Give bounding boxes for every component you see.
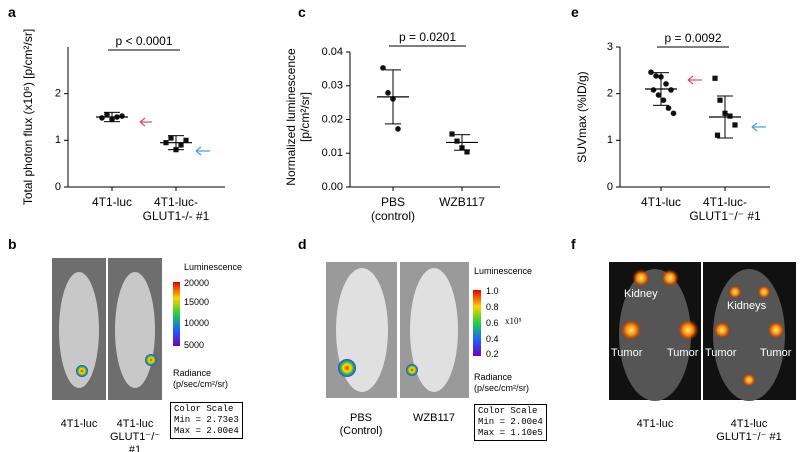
color-scale-box: Color Scale Min = 2.73e3 Max = 2.00e4 [170,402,243,439]
x-tick-label: 4T1-luc-GLUT1⁻/⁻ #1 [689,195,761,223]
bli-images-b [52,258,180,400]
y-tick-label: 2 [607,88,613,100]
data-point [663,81,669,87]
data-point [665,105,672,111]
colorbar-tick: 5000 [184,340,205,350]
data-point [104,111,110,118]
data-point [714,132,721,138]
panel-label: d [298,236,307,252]
x-tick-label: WZB117 [439,195,485,209]
colorbar-tick: 0.8 [486,302,499,312]
y-tick-label: 0.01 [322,147,343,159]
data-point [449,131,455,137]
data-point [385,90,391,96]
color-scale-line: Max = 2.00e4 [174,426,239,436]
pet-images-f [609,262,796,401]
organ-label: Kidney [624,288,658,300]
image-label: 4T1-luc [60,418,98,430]
data-point [395,126,401,132]
color-scale-line: Color Scale [174,404,234,414]
y-tick-label: 0.00 [322,181,343,193]
data-point [668,87,674,93]
panel-label: e [571,4,579,20]
y-tick-label: 0.03 [322,80,343,92]
organ-label: Tumor [667,347,699,359]
y-tick-label: 0.04 [322,46,343,58]
colorbar-unit: Radiance (p/sec/cm²/sr) [173,368,228,389]
y-tick-label: 0 [607,181,613,193]
panel-label: c [298,4,306,20]
colorbar-tick: 20000 [184,278,210,288]
data-point [717,97,723,103]
panel-label: b [8,236,17,252]
colorbar-tick: 1.0 [486,286,499,296]
colorbar-tick: 15000 [184,297,210,307]
x-tick-label: PBS (control) [370,195,415,223]
x-tick-label: 4T1-luc [91,195,132,209]
colorbar-tick: 0.6 [486,318,499,328]
data-point [670,110,677,117]
y-tick-label: 1 [55,134,61,146]
color-scale-line: Max = 1.10e5 [478,428,543,438]
data-point [660,97,667,103]
colorbar-tick: 0.2 [486,349,499,359]
colorbar-multiplier: x10⁵ [505,316,522,326]
color-scale-box: Color Scale Min = 2.00e4 Max = 1.10e5 [474,404,547,441]
colorbar-unit: Radiance (p/sec/cm²/sr) [474,372,529,393]
organ-label: Tumor [611,347,643,359]
data-point [650,87,657,93]
y-tick-label: 0.02 [322,113,343,125]
color-scale-line: Min = 2.00e4 [478,417,543,427]
image-label: 4T1-luc [636,418,674,430]
data-point [648,69,654,75]
y-tick-label: 1 [607,134,613,146]
colorbar-tick: 0.4 [486,334,499,344]
data-point [727,113,733,119]
y-tick-label: 2 [55,88,61,100]
data-point [454,138,460,144]
panel-label: f [571,236,576,252]
data-point [119,113,125,119]
x-tick-label: 4T1-luc-GLUT1-/- #1 [142,195,210,223]
data-point [464,149,470,155]
organ-label: Tumor [760,347,792,359]
data-point [380,65,386,71]
image-label: PBS (Control) [339,412,383,437]
x-tick-label: 4T1-luc [640,195,681,209]
image-label: 4T1-luc GLUT1⁻/⁻ #1 [109,418,161,452]
colorbar-title: Luminescence [474,266,533,276]
y-tick-label: 3 [607,41,613,53]
organ-label: Kidneys [727,300,767,312]
data-point [732,122,738,128]
y-axis-label: SUVmax (%ID/g) [575,71,589,163]
color-scale-line: Color Scale [478,406,538,416]
colorbar-title: Luminescence [184,262,243,272]
color-scale-line: Min = 2.73e3 [174,415,239,425]
p-value: p = 0.0201 [399,30,456,44]
data-point [655,92,662,98]
image-label: 4T1-luc GLUT1⁻/⁻ #1 [716,418,782,443]
organ-label: Tumor [705,347,737,359]
data-point [178,142,184,148]
panel-label: a [8,4,16,20]
data-point [99,115,105,121]
data-point [168,135,174,141]
p-value: p < 0.0001 [115,34,172,48]
p-value: p = 0.0092 [664,31,721,45]
y-axis-label: Total photon flux (x10⁶) [p/cm²/sr] [21,28,35,206]
y-axis-label: Normalized luminescence [p/cm²/sr] [284,48,312,186]
arrows [139,75,766,156]
bli-images-d [326,262,481,398]
data-point [183,137,189,143]
y-tick-label: 0 [55,181,61,193]
colorbar-tick: 10000 [184,318,210,328]
data-point [712,75,718,81]
data-point [653,73,659,79]
image-label: WZB117 [413,412,455,424]
